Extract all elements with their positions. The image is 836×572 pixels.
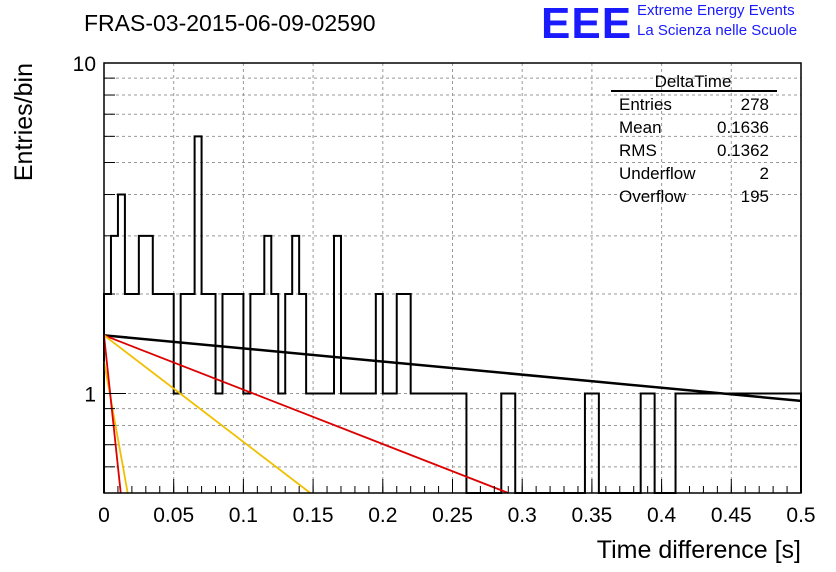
x-tick-label: 0.45 (711, 504, 752, 527)
x-tick-label: 0.1 (229, 504, 258, 527)
eee-logo: EEE (541, 0, 633, 48)
fit-line (103, 334, 311, 494)
stats-box: DeltaTime Entries 278 Mean 0.1636 RMS 0.1362 U… (611, 72, 777, 206)
y-tick-labels: 1 10 (73, 53, 96, 407)
stats-row-label: Overflow (619, 187, 687, 206)
plot-frame (103, 62, 802, 494)
y-tick-label: 1 (84, 384, 96, 407)
x-tick-label: 0.15 (293, 504, 334, 527)
x-tick-label: 0.3 (508, 504, 537, 527)
axis-ticks (103, 62, 802, 494)
x-tick-label: 0.5 (786, 504, 815, 527)
y-axis-title: Entries/bin (10, 63, 38, 181)
stats-row-value: 0.1362 (717, 141, 769, 160)
x-tick-label: 0.05 (153, 504, 194, 527)
grid (104, 63, 801, 493)
x-tick-label: 0 (98, 504, 110, 527)
fit-line (103, 361, 129, 494)
x-axis-title: Time difference [s] (597, 536, 801, 564)
fit-line (103, 334, 802, 403)
stats-title: DeltaTime (655, 72, 732, 91)
stats-rows: Entries 278 Mean 0.1636 RMS 0.1362 Underflow 2 O… (619, 95, 769, 206)
stats-row-value: 2 (760, 164, 769, 183)
fit-lines (103, 334, 802, 494)
logo-subtitle-line1: Extreme Energy Events (637, 2, 795, 19)
x-tick-label: 0.35 (571, 504, 612, 527)
y-tick-label: 10 (73, 53, 96, 76)
logo-subtitle-line2: La Scienza nelle Scuole (637, 22, 798, 39)
x-tick-label: 0.2 (368, 504, 397, 527)
stats-row-value: 0.1636 (717, 118, 769, 137)
stats-row-label: Mean (619, 118, 662, 137)
stats-row-value: 278 (741, 95, 769, 114)
x-tick-label: 0.4 (647, 504, 677, 527)
chart-title: FRAS-03-2015-06-09-02590 (84, 10, 376, 36)
stats-row-label: Underflow (619, 164, 696, 183)
fit-line (103, 335, 122, 494)
x-tick-labels: 0 0.05 0.1 0.15 0.2 0.25 0.3 0.35 0.4 0.45 0.5 (98, 504, 815, 527)
stats-row-value: 195 (741, 187, 769, 206)
stats-row-label: RMS (619, 141, 657, 160)
stats-row-label: Entries (619, 95, 672, 114)
fit-line (103, 334, 509, 494)
x-tick-label: 0.25 (432, 504, 473, 527)
